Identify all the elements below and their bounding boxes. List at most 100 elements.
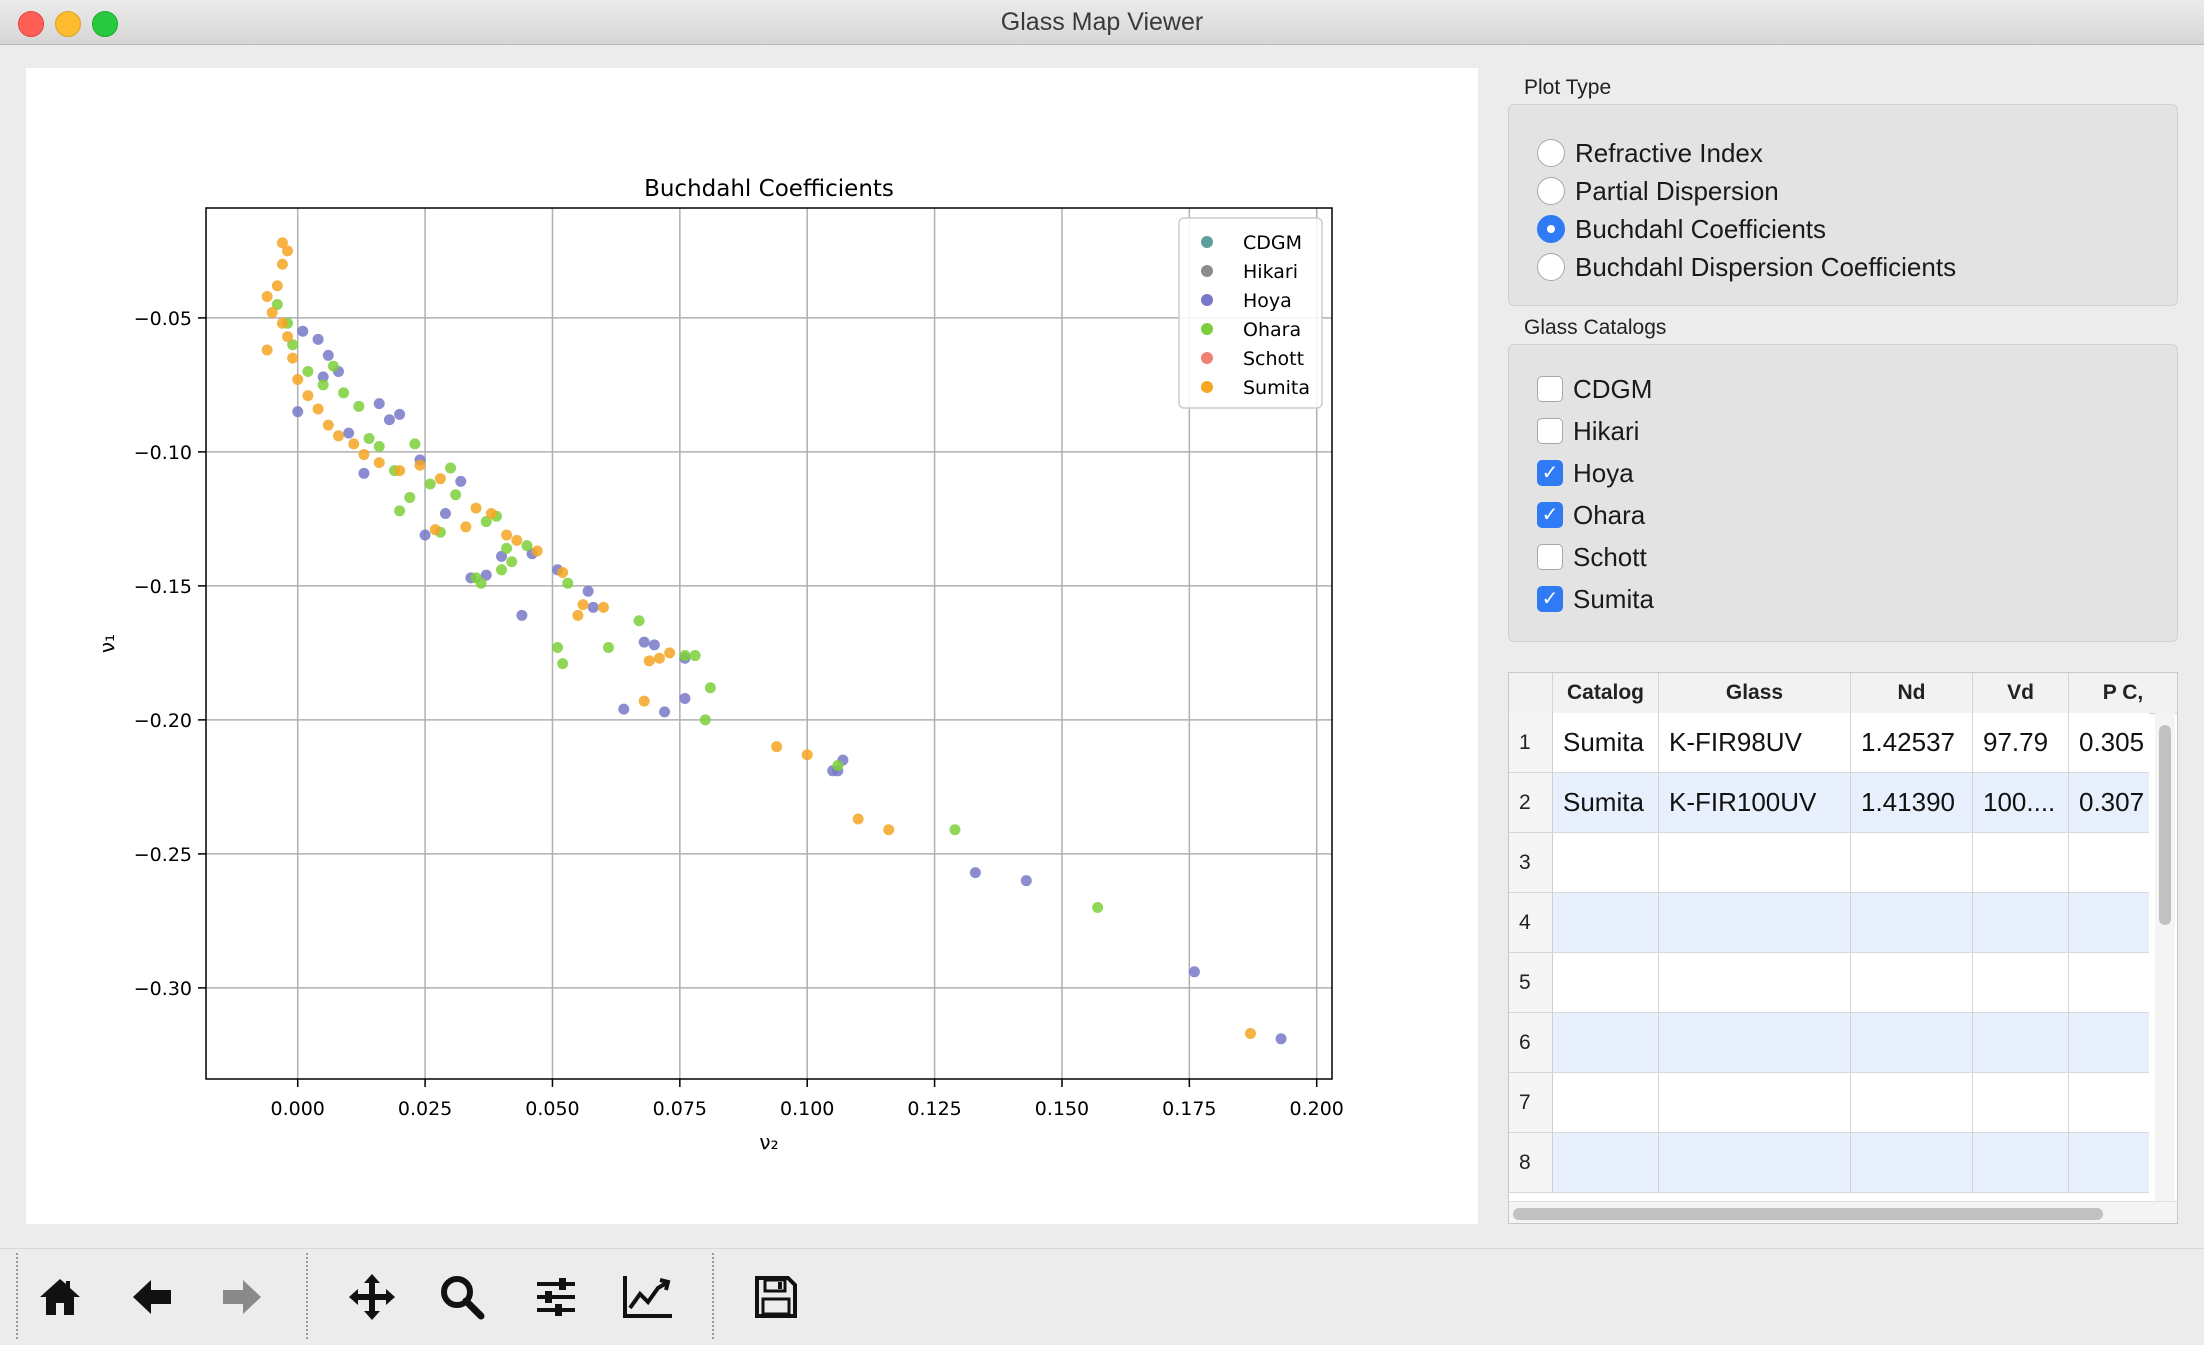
row-number[interactable]: 2 (1509, 773, 1553, 832)
cell-catalog[interactable] (1553, 1013, 1659, 1072)
checkbox-box[interactable] (1537, 376, 1563, 402)
cell-vd[interactable] (1973, 893, 2069, 952)
zoom-window-button[interactable] (92, 11, 118, 37)
cell-nd[interactable] (1851, 833, 1973, 892)
table-row[interactable]: 2 Sumita K-FIR100UV 1.41390 100.... 0.307 (1509, 773, 2149, 833)
cell-nd[interactable] (1851, 1133, 1973, 1192)
forward-arrow-icon[interactable] (216, 1271, 268, 1323)
scatter-chart[interactable]: 0.000 0.025 0.050 0.075 0.100 0.125 0.150 0.175… (26, 68, 1478, 1224)
column-header-vd[interactable]: Vd (1973, 673, 2069, 713)
column-header-nd[interactable]: Nd (1851, 673, 1973, 713)
cell-nd[interactable]: 1.41390 (1851, 773, 1973, 832)
cell-pc[interactable] (2069, 893, 2149, 952)
cell-vd[interactable] (1973, 1133, 2069, 1192)
corner-header[interactable] (1509, 673, 1553, 713)
row-number[interactable]: 8 (1509, 1133, 1553, 1192)
row-number[interactable]: 6 (1509, 1013, 1553, 1072)
cell-pc[interactable]: 0.305 (2069, 713, 2149, 772)
checkbox-box[interactable] (1537, 418, 1563, 444)
checkmark-icon[interactable]: ✓ (1537, 586, 1563, 612)
edit-axes-icon[interactable] (622, 1271, 674, 1323)
save-icon[interactable] (750, 1271, 802, 1323)
checkbox-box[interactable] (1537, 544, 1563, 570)
cell-catalog[interactable] (1553, 953, 1659, 1012)
horizontal-scroll-thumb[interactable] (1513, 1208, 2103, 1220)
cell-catalog[interactable]: Sumita (1553, 713, 1659, 772)
column-header-pc[interactable]: P C, (2102, 681, 2144, 704)
radio-buchdahl-coefficients[interactable]: Buchdahl Coefficients (1537, 211, 1826, 247)
checkbox-hoya[interactable]: ✓ Hoya (1537, 455, 1634, 491)
vertical-scrollbar[interactable] (2155, 713, 2175, 1201)
cell-vd[interactable] (1973, 1013, 2069, 1072)
vertical-scroll-thumb[interactable] (2159, 725, 2171, 925)
cell-nd[interactable]: 1.42537 (1851, 713, 1973, 772)
cell-catalog[interactable] (1553, 893, 1659, 952)
minimize-window-button[interactable] (55, 11, 81, 37)
row-number[interactable]: 4 (1509, 893, 1553, 952)
cell-glass[interactable] (1659, 1013, 1851, 1072)
home-icon[interactable] (34, 1271, 86, 1323)
radio-partial-dispersion[interactable]: Partial Dispersion (1537, 173, 1779, 209)
close-window-button[interactable] (18, 11, 44, 37)
cell-glass[interactable]: K-FIR100UV (1659, 773, 1851, 832)
row-number[interactable]: 1 (1509, 713, 1553, 772)
cell-nd[interactable] (1851, 953, 1973, 1012)
column-header-glass[interactable]: Glass (1659, 673, 1851, 713)
checkbox-schott[interactable]: Schott (1537, 539, 1647, 575)
table-row[interactable]: 4 (1509, 893, 2149, 953)
glass-table[interactable]: Catalog Glass Nd Vd P C, 1 Sumita K-FIR98U… (1508, 672, 2178, 1224)
checkbox-hikari[interactable]: Hikari (1537, 413, 1639, 449)
cell-glass[interactable] (1659, 1133, 1851, 1192)
cell-glass[interactable] (1659, 1073, 1851, 1132)
checkmark-icon[interactable]: ✓ (1537, 460, 1563, 486)
radio-indicator-selected[interactable] (1537, 215, 1565, 243)
plot-canvas[interactable]: 0.000 0.025 0.050 0.075 0.100 0.125 0.150 0.175… (26, 68, 1478, 1224)
cell-catalog[interactable] (1553, 1073, 1659, 1132)
checkbox-ohara[interactable]: ✓ Ohara (1537, 497, 1645, 533)
horizontal-scrollbar[interactable] (1509, 1201, 2177, 1223)
cell-pc[interactable] (2069, 953, 2149, 1012)
radio-indicator[interactable] (1537, 253, 1565, 281)
radio-indicator[interactable] (1537, 139, 1565, 167)
cell-pc[interactable] (2069, 1133, 2149, 1192)
cell-catalog[interactable] (1553, 833, 1659, 892)
cell-catalog[interactable]: Sumita (1553, 773, 1659, 832)
cell-pc[interactable] (2069, 1073, 2149, 1132)
cell-vd[interactable]: 97.79 (1973, 713, 2069, 772)
table-row[interactable]: 1 Sumita K-FIR98UV 1.42537 97.79 0.305 (1509, 713, 2149, 773)
row-number[interactable]: 5 (1509, 953, 1553, 1012)
configure-icon[interactable] (530, 1271, 582, 1323)
cell-pc[interactable] (2069, 1013, 2149, 1072)
cell-vd[interactable] (1973, 1073, 2069, 1132)
cell-glass[interactable]: K-FIR98UV (1659, 713, 1851, 772)
radio-indicator[interactable] (1537, 177, 1565, 205)
checkmark-icon[interactable]: ✓ (1537, 502, 1563, 528)
cell-nd[interactable] (1851, 1013, 1973, 1072)
cell-nd[interactable] (1851, 1073, 1973, 1132)
table-row[interactable]: 8 (1509, 1133, 2149, 1193)
row-number[interactable]: 3 (1509, 833, 1553, 892)
cell-vd[interactable]: 100.... (1973, 773, 2069, 832)
radio-buchdahl-dispersion-coefficients[interactable]: Buchdahl Dispersion Coefficients (1537, 249, 1956, 285)
cell-vd[interactable] (1973, 953, 2069, 1012)
cell-glass[interactable] (1659, 893, 1851, 952)
column-header-catalog[interactable]: Catalog (1553, 673, 1659, 713)
zoom-icon[interactable] (436, 1271, 488, 1323)
cell-glass[interactable] (1659, 833, 1851, 892)
table-row[interactable]: 6 (1509, 1013, 2149, 1073)
cell-nd[interactable] (1851, 893, 1973, 952)
back-arrow-icon[interactable] (126, 1271, 178, 1323)
row-number[interactable]: 7 (1509, 1073, 1553, 1132)
table-row[interactable]: 5 (1509, 953, 2149, 1013)
cell-glass[interactable] (1659, 953, 1851, 1012)
cell-vd[interactable] (1973, 833, 2069, 892)
pan-icon[interactable] (346, 1271, 398, 1323)
cell-pc[interactable]: 0.307 (2069, 773, 2149, 832)
table-row[interactable]: 7 (1509, 1073, 2149, 1133)
radio-refractive-index[interactable]: Refractive Index (1537, 135, 1763, 171)
table-row[interactable]: 3 (1509, 833, 2149, 893)
checkbox-sumita[interactable]: ✓ Sumita (1537, 581, 1654, 617)
cell-catalog[interactable] (1553, 1133, 1659, 1192)
cell-pc[interactable] (2069, 833, 2149, 892)
checkbox-cdgm[interactable]: CDGM (1537, 371, 1652, 407)
